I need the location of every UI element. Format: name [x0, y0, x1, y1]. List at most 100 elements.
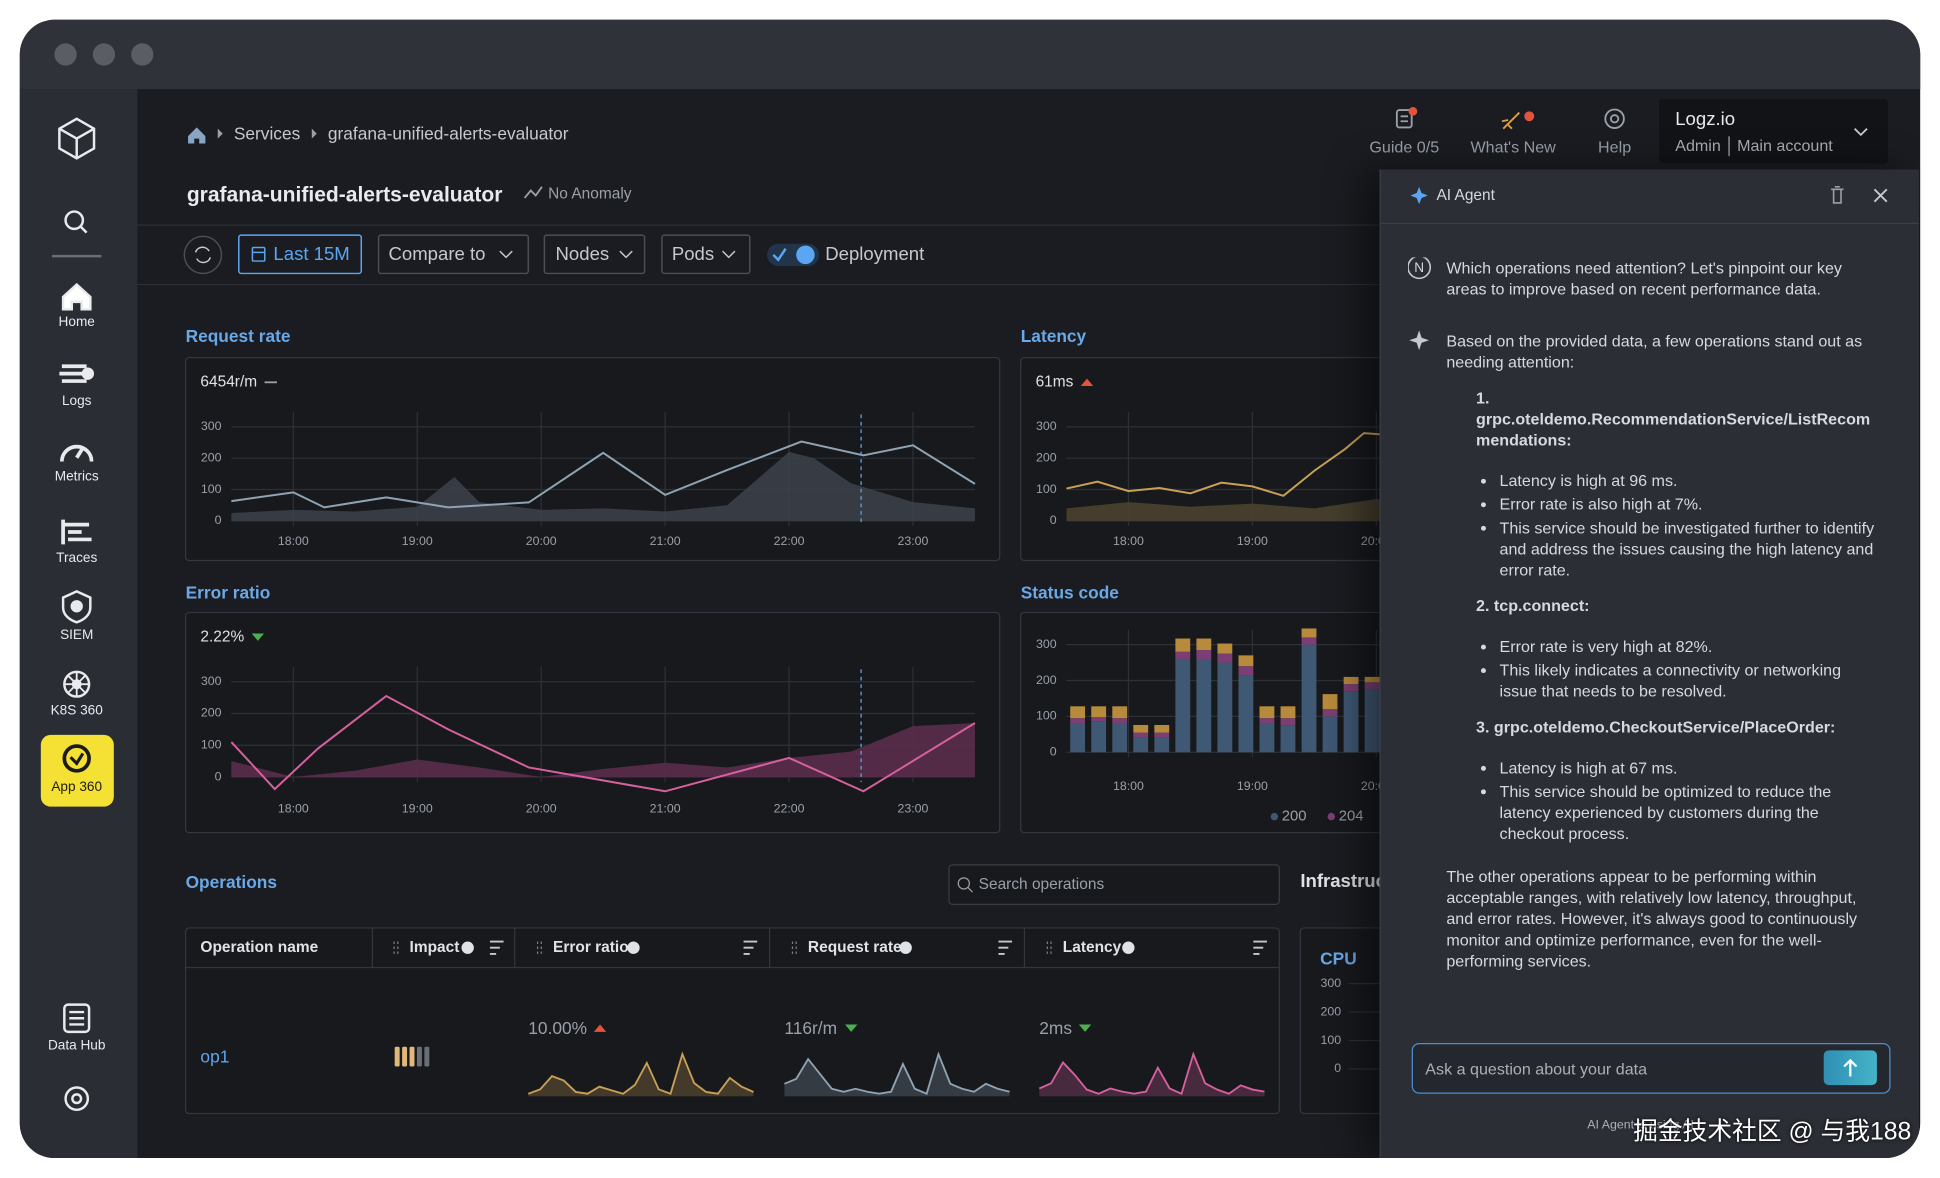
search-input[interactable]: Search operations — [978, 875, 1105, 893]
delete-button[interactable] — [1831, 186, 1844, 204]
sidebar-icons-part[interactable] — [70, 600, 83, 613]
column-header[interactable]: Error ratio — [553, 938, 629, 956]
bar-segment — [1196, 638, 1212, 650]
toolbar-controls-part[interactable] — [499, 250, 513, 259]
bar-segment — [1196, 649, 1212, 659]
nodes-dropdown[interactable]: Nodes — [555, 243, 610, 265]
breadcrumb-icons-part[interactable] — [523, 186, 543, 199]
sidebar-icons-part[interactable] — [63, 1003, 91, 1034]
sidebar-icons-part[interactable] — [64, 1086, 90, 1112]
topbar-icons-part[interactable] — [1604, 108, 1625, 129]
area — [1066, 498, 1439, 521]
nav-label[interactable]: Traces — [56, 551, 98, 566]
sidebar-icons-part[interactable] — [61, 590, 92, 624]
toolbar-controls-part[interactable] — [619, 250, 633, 259]
answer-bullet: Error rate is also high at 7%. — [1500, 494, 1882, 515]
nav-label[interactable]: Logs — [61, 393, 92, 409]
nav-label[interactable]: Data Hub — [47, 1038, 106, 1054]
sidebar-icons[interactable] — [40, 117, 114, 1112]
nav-label[interactable]: Metrics — [54, 469, 99, 485]
y-tick-label: 300 — [201, 674, 222, 688]
nav-label[interactable]: K8S 360 — [50, 703, 103, 719]
sidebar-icons-part[interactable] — [79, 225, 88, 234]
close-button[interactable] — [1873, 188, 1888, 203]
sidebar-icons-part[interactable] — [69, 752, 85, 766]
ai-header-icons[interactable] — [1381, 170, 1919, 223]
send-button[interactable] — [1823, 1050, 1877, 1086]
breadcrumb-icons-part[interactable] — [311, 128, 317, 139]
toolbar-controls[interactable] — [183, 234, 820, 275]
column-header[interactable]: Request rate — [807, 938, 902, 956]
sidebar-icons-part[interactable] — [71, 1093, 83, 1105]
sidebar-icons-part[interactable] — [58, 117, 96, 160]
toolbar-controls-part[interactable] — [183, 235, 223, 275]
operation-name[interactable]: op1 — [200, 1046, 230, 1067]
toolbar-controls-part[interactable] — [543, 234, 646, 275]
breadcrumb-icons-part[interactable] — [188, 127, 206, 144]
nav-label[interactable]: Home — [58, 314, 95, 330]
help-button[interactable]: Help — [1598, 137, 1632, 157]
topbar-icons-part[interactable] — [1395, 109, 1413, 129]
topbar-icons-part[interactable] — [1400, 115, 1408, 123]
pods-dropdown[interactable]: Pods — [671, 243, 715, 265]
topbar-icons[interactable] — [1395, 98, 1889, 164]
bar-segment — [1364, 676, 1380, 683]
toolbar-controls-part[interactable] — [722, 250, 736, 259]
account-name[interactable]: Logz.io — [1675, 108, 1736, 130]
x-tick-label: 19:00 — [1237, 534, 1268, 548]
breadcrumb-link[interactable]: Services — [233, 123, 301, 144]
guide-button[interactable]: Guide 0/5 — [1369, 137, 1440, 157]
toolbar-controls-part[interactable] — [661, 234, 751, 275]
column-header[interactable]: Latency — [1062, 938, 1122, 956]
ai-agent-header: AI Agent — [1380, 170, 1919, 224]
sidebar-icons-part[interactable] — [64, 671, 90, 697]
question-input[interactable]: Ask a question about your data — [1411, 1042, 1891, 1094]
nav-label[interactable]: App 360 — [51, 779, 103, 795]
bar-segment — [1301, 628, 1317, 638]
breadcrumb-icons[interactable] — [188, 127, 543, 199]
area — [231, 451, 975, 521]
bar-segment — [1280, 706, 1296, 719]
bar-segment — [1070, 718, 1086, 724]
column-header[interactable]: Impact — [409, 938, 460, 956]
topbar-icons-part[interactable] — [1501, 111, 1520, 130]
sidebar-icons-part[interactable] — [81, 367, 95, 380]
column-header[interactable]: Operation name — [200, 938, 319, 956]
sidebar-icons-part[interactable] — [60, 444, 94, 462]
deployment-toggle[interactable]: Deployment — [825, 243, 925, 265]
toolbar-controls-part[interactable] — [238, 234, 363, 275]
breadcrumb-icons-part[interactable] — [217, 128, 223, 139]
sidebar-icons-part[interactable] — [69, 1010, 85, 1026]
sidebar-icons-part[interactable] — [64, 210, 85, 231]
nav-label[interactable]: SIEM — [60, 627, 94, 643]
avatar-ring — [1407, 257, 1432, 280]
time-range-button[interactable]: Last 15M — [273, 243, 350, 265]
compare-dropdown[interactable]: Compare to — [388, 243, 486, 265]
metric-value: 116r/m — [784, 1017, 838, 1038]
answer-bullets: Latency is high at 67 ms. This service sh… — [1476, 757, 1882, 844]
bar-segment — [1154, 724, 1170, 733]
bar-segment — [1133, 724, 1149, 733]
topbar-icons-part[interactable] — [1853, 128, 1868, 137]
service-title: grafana-unified-alerts-evaluator — [186, 182, 503, 207]
x-tick-label: 23:00 — [898, 801, 929, 815]
whats-new-button[interactable]: What's New — [1470, 137, 1556, 157]
sidebar-icons-part[interactable] — [59, 364, 87, 383]
toolbar-controls-part[interactable] — [377, 234, 530, 275]
toolbar-controls-part[interactable] — [772, 247, 787, 262]
sidebar-icons-part[interactable] — [62, 744, 91, 773]
sidebar-icons-part[interactable] — [61, 519, 92, 545]
topbar-icons-part[interactable] — [1408, 107, 1418, 116]
bar-segment — [1301, 644, 1317, 753]
sidebar-icons-part[interactable] — [75, 446, 85, 459]
toolbar-controls-part[interactable] — [796, 245, 815, 265]
topbar-icons-part[interactable] — [1659, 98, 1889, 164]
sidebar-icons-part[interactable] — [61, 282, 92, 311]
toolbar-controls-part[interactable] — [194, 246, 212, 264]
topbar-icons-part[interactable] — [1609, 114, 1620, 124]
y-tick-label: 0 — [1050, 513, 1057, 527]
toolbar-controls-part[interactable] — [251, 246, 266, 262]
topbar-icons-part[interactable] — [1524, 111, 1535, 122]
